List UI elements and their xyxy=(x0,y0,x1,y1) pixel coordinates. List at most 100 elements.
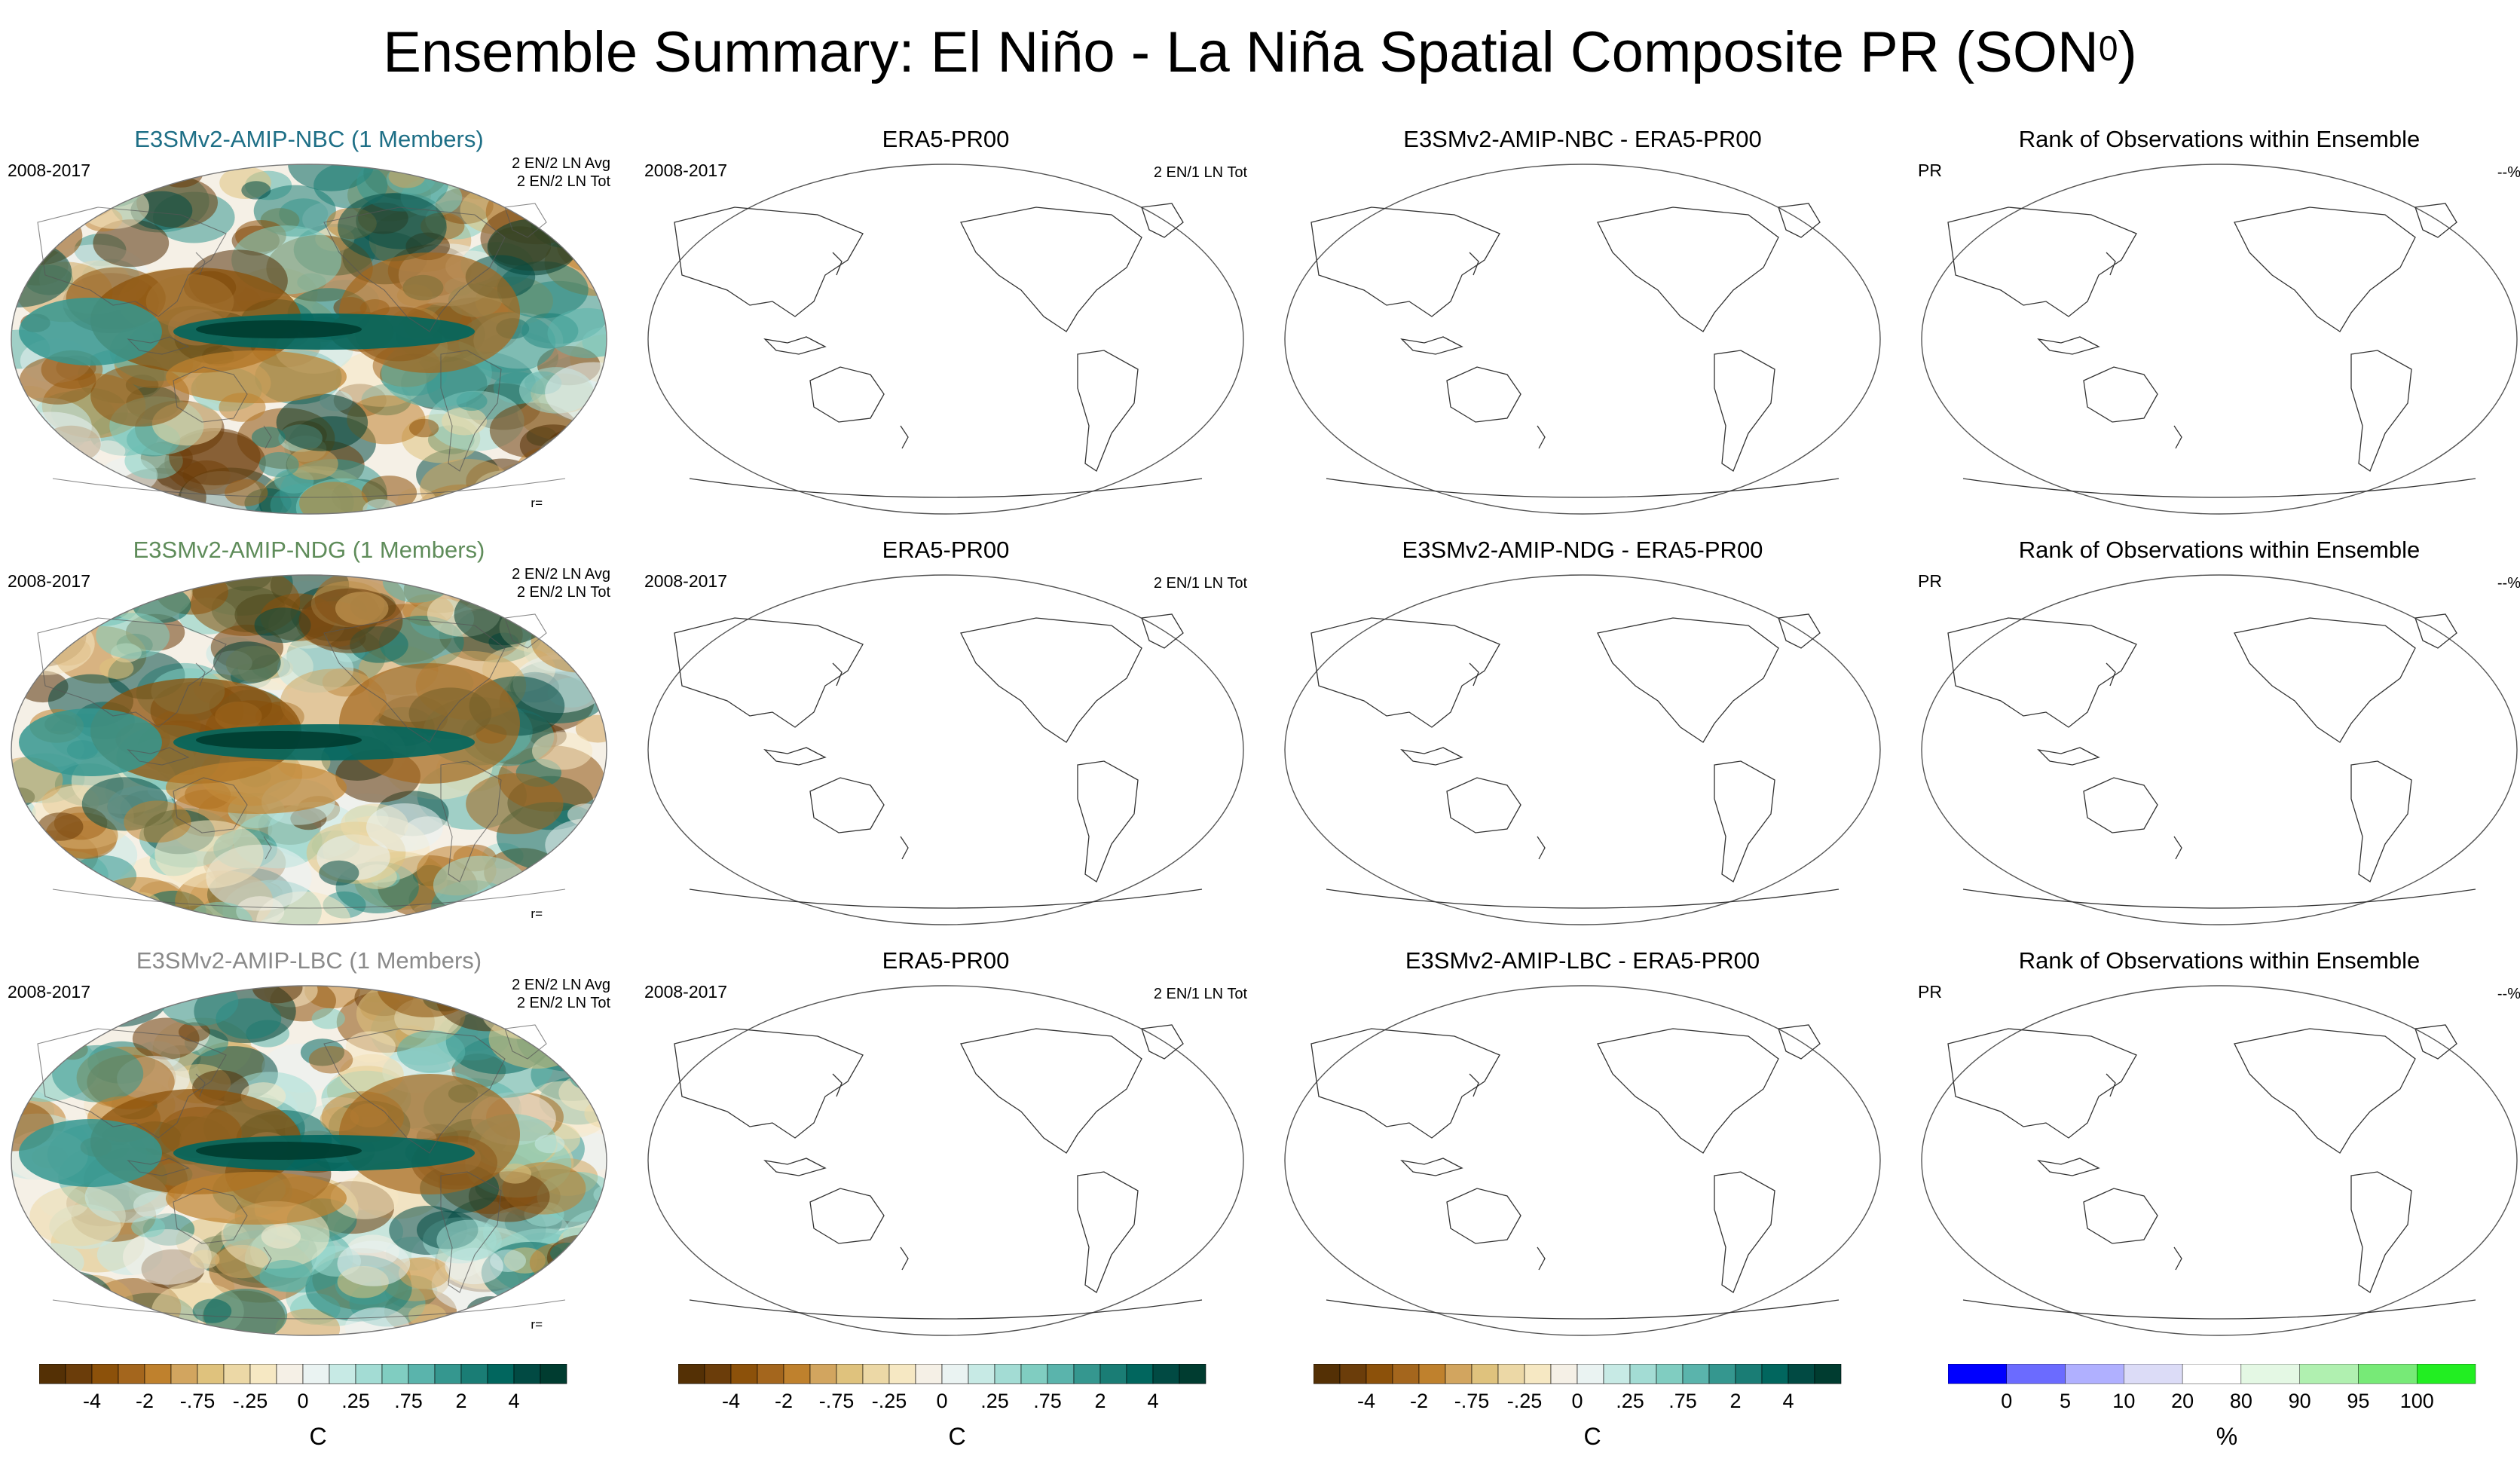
rank-swatch-8 xyxy=(2417,1364,2476,1384)
m2-wet-indian xyxy=(19,1119,162,1187)
m0-blob-259 xyxy=(573,164,607,191)
m2-blob-222 xyxy=(481,986,571,1040)
colorbar-swatch-16 xyxy=(1099,1364,1127,1384)
m0-blob-229 xyxy=(286,448,338,480)
m0c1-coastline-8 xyxy=(900,425,909,449)
colorbar-swatch-3 xyxy=(1392,1364,1420,1384)
colorbar-swatch-4 xyxy=(144,1364,172,1384)
m2-coastline-7 xyxy=(195,1073,206,1097)
colorbar-swatch-13 xyxy=(1020,1364,1048,1384)
m1-dry-south xyxy=(166,761,347,814)
panel-r0-c3: Rank of Observations within Ensemble PR --… xyxy=(1918,124,2520,516)
m0c3-coastline-5 xyxy=(1962,478,2476,498)
m1-blob-252 xyxy=(38,812,84,841)
obs-count: 2 EN/1 LN Tot xyxy=(1153,575,1247,592)
map-r0-c3 xyxy=(1921,164,2518,515)
colorbar-swatch-3 xyxy=(757,1364,784,1384)
m2-blob-209 xyxy=(132,1017,200,1060)
tot-count: 2 EN/2 LN Tot xyxy=(516,584,610,601)
rank-swatch-4 xyxy=(2182,1364,2242,1384)
member-count: 2 EN/2 LN Avg 2 EN/2 LN Tot xyxy=(512,976,610,1012)
m2c3-coastline-3 xyxy=(2234,1028,2416,1154)
colorbar-tick-label: 0 xyxy=(936,1390,947,1412)
m1-blob-151 xyxy=(11,869,114,925)
colorbar-swatch-15 xyxy=(1073,1364,1101,1384)
colorbar-tick-label: -.75 xyxy=(819,1390,855,1412)
tot-count: 2 EN/2 LN Tot xyxy=(516,995,610,1011)
rank-tick-label: 90 xyxy=(2289,1390,2311,1412)
correlation-label: r= xyxy=(531,496,543,510)
anomaly-colorbar-2: -4 -2 -.75 -.25 0 .25 .75 2 4 C xyxy=(678,1364,1236,1454)
correlation-label: r= xyxy=(531,1317,543,1332)
rank-colorbar: 0 5 10 20 80 90 95 100 % xyxy=(1948,1364,2506,1454)
model-title: E3SMv2-AMIP-NDG (1 Members) xyxy=(133,537,485,563)
m2-blob-165 xyxy=(540,986,607,1021)
colorbar-swatch-12 xyxy=(994,1364,1022,1384)
m1c2-map-boundary xyxy=(1284,574,1881,925)
panel-r1-c3: Rank of Observations within Ensemble PR --… xyxy=(1918,535,2520,927)
m0-blob-233 xyxy=(449,489,494,514)
map-r1-c1 xyxy=(647,574,1244,925)
m0c3-coastline-0 xyxy=(2083,366,2158,423)
m2-dry-south xyxy=(166,1172,347,1225)
m0-blob-33 xyxy=(528,459,607,514)
m2-blob-38 xyxy=(11,1061,29,1081)
m0c2-map-boundary xyxy=(1284,164,1881,515)
m2-blob-148 xyxy=(311,1008,345,1029)
m1-coastline-6 xyxy=(504,613,547,649)
m2c3-coastline-6 xyxy=(2414,1024,2457,1060)
diff-title: E3SMv2-AMIP-NBC - ERA5-PR00 xyxy=(1403,126,1762,152)
rank-title: Rank of Observations within Ensemble xyxy=(2018,126,2421,152)
m0-blob-232 xyxy=(276,393,369,451)
m0-blob-148 xyxy=(40,164,71,175)
m0-blob-254 xyxy=(519,424,587,466)
m0-blob-119 xyxy=(19,356,96,405)
m0-blob-250 xyxy=(488,473,539,505)
m0-blob-138 xyxy=(11,411,32,440)
m0c1-coastline-3 xyxy=(960,206,1142,332)
m1-blob-94 xyxy=(487,901,559,925)
colorbar-swatch-0 xyxy=(39,1364,66,1384)
m2-blob-236 xyxy=(259,1259,311,1292)
colorbar-tick-label: .75 xyxy=(394,1390,423,1412)
rank-title: Rank of Observations within Ensemble xyxy=(2018,947,2421,974)
colorbar-swatch-10 xyxy=(302,1364,330,1384)
m1c3-map-boundary xyxy=(1921,574,2518,925)
m2-blob-194 xyxy=(570,1064,607,1091)
rank-title: Rank of Observations within Ensemble xyxy=(2018,537,2421,563)
m0c3-coastline-7 xyxy=(2106,252,2116,276)
avg-count: 2 EN/2 LN Avg xyxy=(512,566,610,583)
m2-coastline-0 xyxy=(173,1188,248,1244)
m2c1-coastline-2 xyxy=(763,1158,827,1176)
m1-blob-227 xyxy=(552,885,607,925)
m1-blob-164 xyxy=(576,864,607,891)
m2-coastline-3 xyxy=(323,1028,506,1154)
m0-blob-216 xyxy=(36,164,105,193)
colorbar-swatch-6 xyxy=(197,1364,225,1384)
m1c1-coastline-8 xyxy=(900,836,909,860)
m2-blob-225 xyxy=(308,1045,353,1074)
colorbar-tick-label: -4 xyxy=(83,1390,101,1412)
m1-blob-119 xyxy=(501,895,531,914)
m0-coastline-0 xyxy=(173,366,248,423)
m0-blob-60 xyxy=(485,483,570,514)
m0c1-coastline-6 xyxy=(1141,203,1184,238)
m0-coastline-3 xyxy=(323,206,506,332)
m2-blob-115 xyxy=(11,1256,34,1285)
m0-blob-106 xyxy=(540,164,607,227)
m0c1-coastline-7 xyxy=(832,252,843,276)
m1-blob-192 xyxy=(433,855,528,915)
obs-title: ERA5-PR00 xyxy=(882,537,1010,563)
rank-variable: PR xyxy=(1918,571,1942,591)
m1c1-coastline-5 xyxy=(689,889,1203,909)
m2-blob-210 xyxy=(35,986,121,1029)
m2-blob-243 xyxy=(52,1045,144,1103)
m1-blob-228 xyxy=(11,879,68,925)
m0-blob-151 xyxy=(29,456,100,500)
colorbar-tick-label: -.25 xyxy=(1507,1390,1543,1412)
period-label: 2008-2017 xyxy=(8,571,90,591)
m2-blob-117 xyxy=(479,1303,569,1335)
rank-tick-label: 80 xyxy=(2230,1390,2252,1412)
m1c1-map-boundary xyxy=(647,574,1244,925)
m0-wet-core xyxy=(196,320,362,338)
